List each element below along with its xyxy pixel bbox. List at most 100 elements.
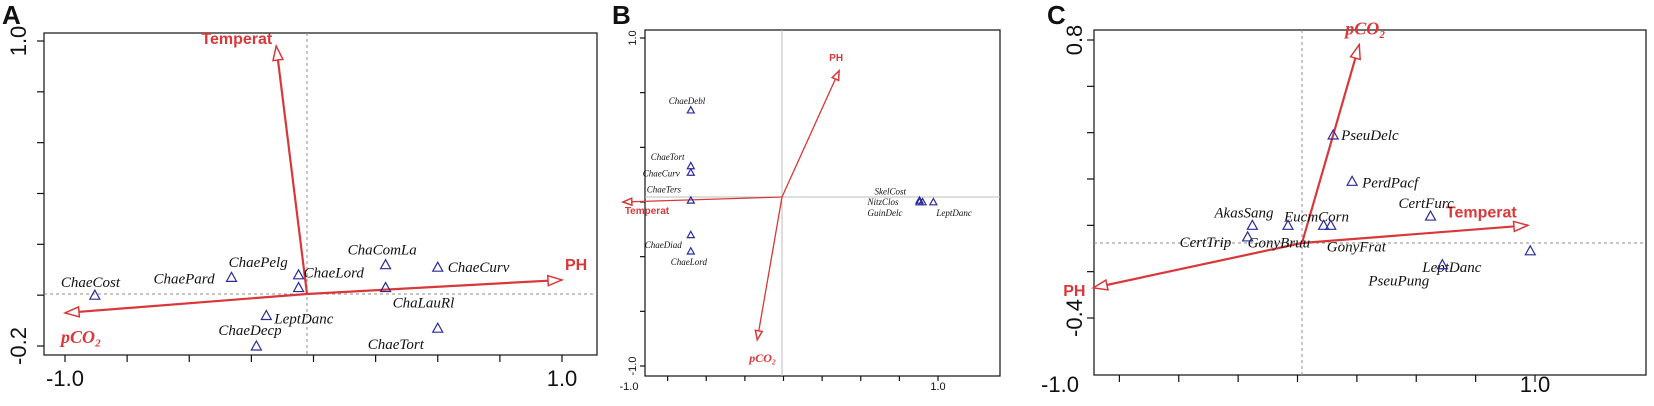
panel-b-frame [644, 29, 1001, 377]
species-marker [1324, 219, 1337, 230]
species-marker [431, 321, 444, 333]
species-marker [1246, 219, 1259, 230]
vector-pco-arrowhead [754, 329, 764, 342]
panel-letter-a: A [2, 0, 21, 30]
species-label: ChaeCurv [448, 260, 510, 276]
species-label: ChaeTort [651, 152, 685, 162]
x-tick-label-max: 1.0 [547, 366, 578, 391]
vector-temperat-arrowhead [1512, 220, 1531, 233]
species-label: ChaComLa [348, 243, 417, 259]
vector-ph-line [781, 70, 840, 198]
species-label: PseuPung [1367, 274, 1429, 290]
species-marker [686, 246, 696, 255]
species-label: ChaePard [153, 271, 215, 287]
species-marker [250, 339, 263, 351]
species-marker [431, 260, 444, 272]
species-label: PseuDelc [1340, 128, 1399, 144]
vector-temperat-line [275, 45, 309, 295]
species-label: ChaeLord [671, 257, 708, 267]
x-tick-label-max: 1.0 [1520, 372, 1551, 397]
y-tick-label-max: 1.0 [6, 26, 31, 57]
species-label: AkasSang [1213, 205, 1274, 221]
vector-label: Temperat [1446, 204, 1518, 221]
vector-label: pCO₂ [748, 351, 776, 365]
species-label: LeptDanc [935, 208, 972, 218]
vector-ph-arrowhead [830, 68, 840, 82]
species-marker [1424, 209, 1437, 221]
species-marker [1436, 258, 1449, 270]
vector-temperat-arrowhead [620, 197, 633, 207]
species-label: ChaeDebl [669, 96, 706, 106]
y-tick-label-max: 0.8 [1062, 25, 1087, 56]
y-tick-label-min: -0.2 [6, 327, 31, 365]
panel-c-frame [1093, 29, 1647, 376]
species-label: CertFurc [1399, 196, 1455, 212]
species-label: ChaeLord [304, 266, 365, 282]
species-marker [379, 258, 392, 270]
species-label: PerdPacf [1361, 175, 1420, 191]
panel-letter-b: B [612, 0, 631, 30]
vector-label: PH [565, 257, 587, 274]
vector-ph-line [1093, 241, 1303, 289]
species-label: ChaePelg [229, 255, 289, 271]
species-label: NitzClos [866, 197, 899, 207]
species-label: ChaeCurv [643, 168, 680, 178]
species-label: ChaLauRl [393, 296, 455, 312]
panel-b: B -1.0 1.0 -1.0 1.0 PH Temperat pCO₂ ChaeDebl… [612, 0, 1001, 393]
vector-label: pCO₂ [59, 327, 101, 347]
vector-label: PH [829, 53, 843, 64]
vector-label: Temperat [625, 206, 670, 217]
y-tick-label-max: 1.0 [627, 30, 639, 45]
vector-label: PH [1063, 283, 1085, 300]
species-marker [379, 281, 392, 293]
vector-ph-arrowhead [1091, 278, 1109, 291]
vector-pco-arrowhead [62, 305, 81, 318]
species-label: GonyFrat [1327, 239, 1387, 255]
species-label: SkelCost [874, 186, 906, 196]
x-tick-label-min: -1.0 [1041, 372, 1079, 397]
y-tick-label-min: -0.4 [1062, 299, 1087, 337]
species-label: ChaeDecp [218, 323, 282, 339]
species-marker [1317, 219, 1330, 230]
species-marker [686, 230, 696, 239]
panel-a: A -1.0 1.0 -0.2 1.0 Temperat PH pCO₂ ChaeCost… [2, 0, 598, 391]
vector-label: pCO₂ [1343, 19, 1385, 39]
x-tick-label-min: -1.0 [46, 366, 84, 391]
species-marker [1346, 175, 1359, 186]
x-tick-label-min: -1.0 [620, 381, 639, 393]
species-marker [1524, 244, 1537, 256]
x-tick-label-max: 1.0 [930, 381, 945, 393]
species-marker [928, 197, 938, 206]
species-marker [686, 167, 696, 176]
species-marker [88, 288, 101, 300]
species-label: ChaeTort [368, 337, 425, 353]
vector-label: Temperat [201, 31, 273, 48]
species-marker [918, 197, 928, 206]
species-label: EucmCorn [1283, 209, 1349, 225]
species-label: GonyBruu [1248, 235, 1311, 251]
vector-ph-line [306, 278, 563, 296]
species-label: GuinDelc [868, 208, 903, 218]
panel-letter-c: C [1047, 0, 1066, 30]
species-marker [686, 195, 696, 204]
species-marker [1241, 230, 1254, 242]
species-marker [260, 309, 273, 321]
species-marker [1327, 128, 1340, 140]
species-label: ChaeCost [61, 275, 121, 291]
vector-pco-arrowhead [1349, 42, 1361, 61]
species-label: ChaeTers [647, 184, 682, 194]
species-label: ChaeDiad [645, 240, 682, 250]
species-marker [225, 271, 238, 282]
vector-temperat-line [622, 196, 783, 203]
panel-c: C -1.0 1.0 -0.4 0.8 pCO₂ Temperat PH PseuDelc… [1041, 0, 1647, 397]
species-marker [292, 268, 305, 280]
species-marker [292, 281, 305, 293]
vector-pco-line [756, 196, 783, 340]
panel-a-frame [43, 32, 598, 356]
species-marker [686, 105, 696, 114]
vector-pco-line [1300, 44, 1361, 244]
y-tick-label-min: -1.0 [627, 357, 639, 376]
vector-temperat-arrowhead [272, 43, 285, 62]
species-label: CertTrip [1180, 235, 1232, 251]
vector-temperat-line [1301, 224, 1528, 245]
